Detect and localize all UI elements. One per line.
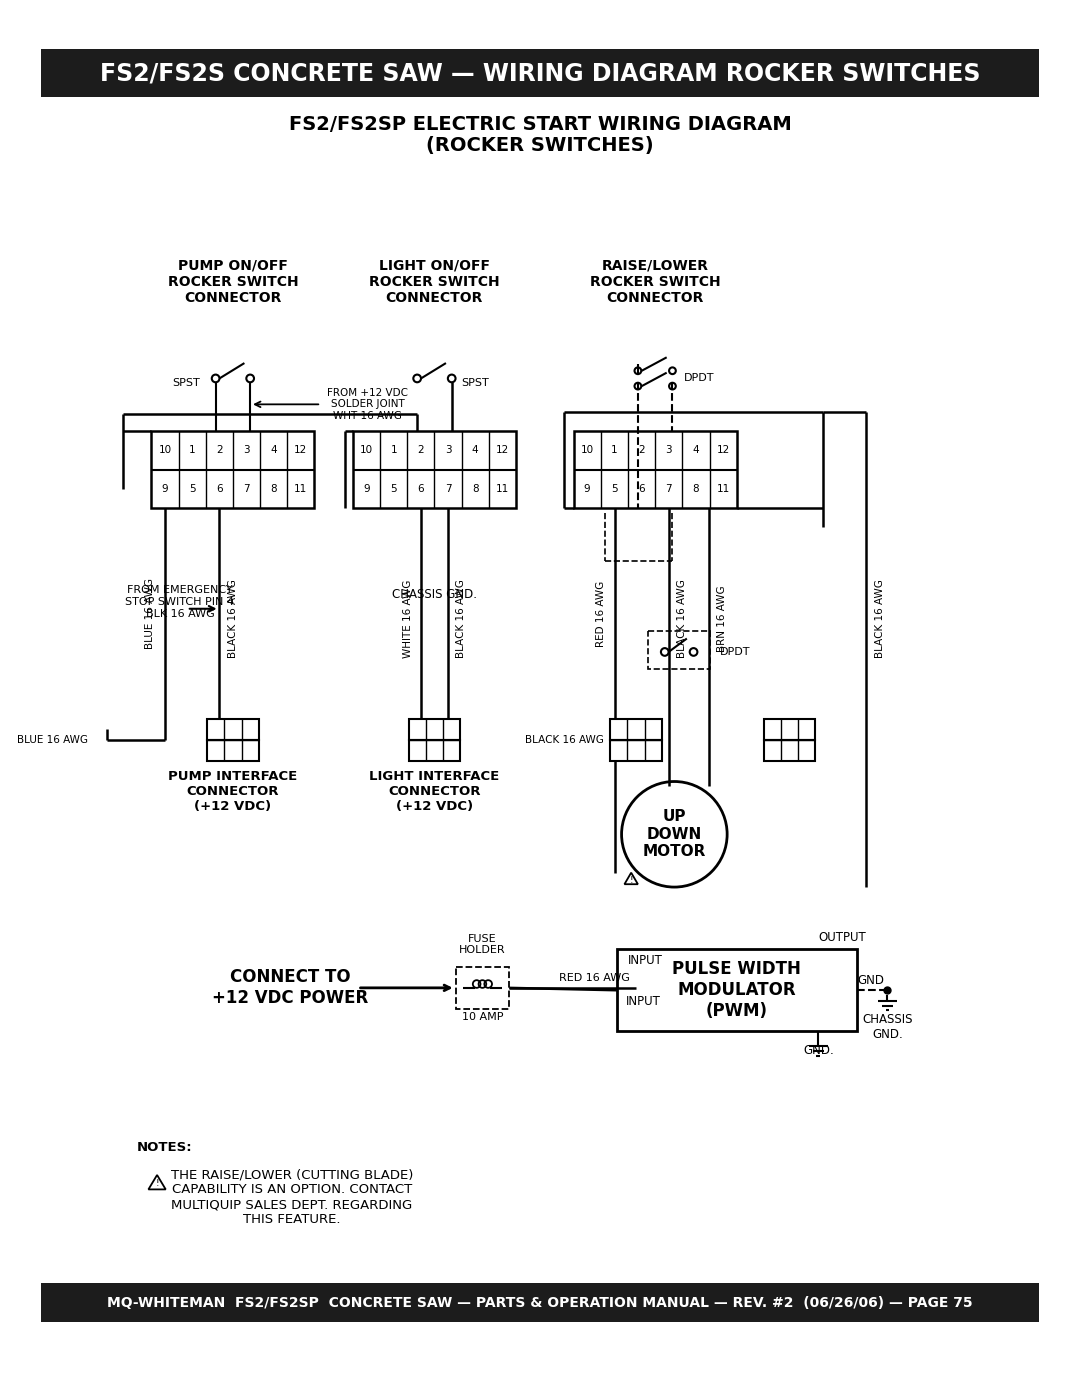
- Text: 4: 4: [270, 446, 276, 455]
- Text: 11: 11: [716, 483, 730, 493]
- Text: BLUE 16 AWG: BLUE 16 AWG: [146, 578, 156, 650]
- Text: PUMP ON/OFF
ROCKER SWITCH
CONNECTOR: PUMP ON/OFF ROCKER SWITCH CONNECTOR: [167, 258, 298, 305]
- Text: DPDT: DPDT: [719, 647, 750, 657]
- Bar: [408, 719, 460, 740]
- Bar: [617, 950, 856, 1031]
- Text: LIGHT ON/OFF
ROCKER SWITCH
CONNECTOR: LIGHT ON/OFF ROCKER SWITCH CONNECTOR: [369, 258, 500, 305]
- Text: 12: 12: [716, 446, 730, 455]
- Text: INPUT: INPUT: [629, 954, 663, 968]
- Text: BLACK 16 AWG: BLACK 16 AWG: [875, 578, 885, 658]
- Text: 11: 11: [496, 483, 509, 493]
- Text: SPST: SPST: [461, 379, 489, 388]
- Text: BLACK 16 AWG: BLACK 16 AWG: [228, 578, 238, 658]
- Text: 8: 8: [270, 483, 276, 493]
- Text: UP
DOWN
MOTOR: UP DOWN MOTOR: [643, 809, 706, 859]
- Text: 12: 12: [294, 446, 308, 455]
- Bar: [610, 740, 662, 761]
- Text: RED 16 AWG: RED 16 AWG: [559, 974, 630, 983]
- Text: 4: 4: [692, 446, 699, 455]
- Bar: [151, 432, 314, 509]
- Text: 7: 7: [243, 483, 249, 493]
- Text: SPST: SPST: [173, 379, 200, 388]
- Text: RAISE/LOWER
ROCKER SWITCH
CONNECTOR: RAISE/LOWER ROCKER SWITCH CONNECTOR: [590, 258, 720, 305]
- Text: 10: 10: [159, 446, 172, 455]
- Text: THE RAISE/LOWER (CUTTING BLADE)
CAPABILITY IS AN OPTION. CONTACT
MULTIQUIP SALES: THE RAISE/LOWER (CUTTING BLADE) CAPABILI…: [171, 1168, 413, 1227]
- Bar: [456, 967, 510, 1009]
- Bar: [648, 631, 710, 669]
- Text: BRN 16 AWG: BRN 16 AWG: [717, 585, 727, 651]
- Text: 9: 9: [584, 483, 591, 493]
- Text: FUSE
HOLDER: FUSE HOLDER: [459, 933, 505, 956]
- Text: 1: 1: [189, 446, 195, 455]
- Text: DPDT: DPDT: [684, 373, 715, 383]
- Bar: [408, 740, 460, 761]
- Bar: [764, 719, 815, 740]
- Text: CONNECT TO
+12 VDC POWER: CONNECT TO +12 VDC POWER: [213, 968, 368, 1007]
- Text: OUTPUT: OUTPUT: [819, 932, 866, 944]
- Text: 8: 8: [472, 483, 478, 493]
- Text: !: !: [156, 1179, 159, 1187]
- Text: 9: 9: [363, 483, 369, 493]
- Text: !: !: [630, 876, 633, 884]
- Text: 3: 3: [665, 446, 672, 455]
- Bar: [764, 740, 815, 761]
- Text: 6: 6: [638, 483, 645, 493]
- Text: 5: 5: [611, 483, 618, 493]
- Text: 2: 2: [638, 446, 645, 455]
- Bar: [573, 432, 737, 509]
- Bar: [41, 49, 1039, 98]
- Text: 8: 8: [692, 483, 699, 493]
- Text: 5: 5: [189, 483, 195, 493]
- Text: 1: 1: [390, 446, 397, 455]
- Text: BLACK 16 AWG: BLACK 16 AWG: [677, 578, 687, 658]
- Text: NOTES:: NOTES:: [137, 1141, 192, 1154]
- Text: 10: 10: [581, 446, 594, 455]
- Text: INPUT: INPUT: [626, 995, 661, 1009]
- Text: FROM +12 VDC
SOLDER JOINT
WHT 16 AWG: FROM +12 VDC SOLDER JOINT WHT 16 AWG: [327, 388, 408, 420]
- Text: CHASSIS
GND.: CHASSIS GND.: [862, 1013, 913, 1041]
- Text: (ROCKER SWITCHES): (ROCKER SWITCHES): [427, 136, 653, 155]
- Text: FS2/FS2SP ELECTRIC START WIRING DIAGRAM: FS2/FS2SP ELECTRIC START WIRING DIAGRAM: [288, 115, 792, 134]
- Text: BLACK 16 AWG: BLACK 16 AWG: [457, 578, 467, 658]
- Text: 7: 7: [445, 483, 451, 493]
- Bar: [41, 1284, 1039, 1322]
- Text: PULSE WIDTH
MODULATOR
(PWM): PULSE WIDTH MODULATOR (PWM): [673, 961, 801, 1020]
- Text: 3: 3: [243, 446, 249, 455]
- Text: 1: 1: [611, 446, 618, 455]
- Text: RED 16 AWG: RED 16 AWG: [596, 580, 607, 647]
- Text: 5: 5: [390, 483, 397, 493]
- Text: 10 AMP: 10 AMP: [461, 1011, 503, 1021]
- Text: BLUE 16 AWG: BLUE 16 AWG: [17, 735, 87, 745]
- Text: FROM EMERGENCY
STOP SWITCH PIN 4
BLK 16 AWG: FROM EMERGENCY STOP SWITCH PIN 4 BLK 16 …: [125, 585, 234, 619]
- Text: 3: 3: [445, 446, 451, 455]
- Text: 9: 9: [162, 483, 168, 493]
- Text: 6: 6: [216, 483, 222, 493]
- Text: LIGHT INTERFACE
CONNECTOR
(+12 VDC): LIGHT INTERFACE CONNECTOR (+12 VDC): [369, 770, 500, 813]
- Text: 7: 7: [665, 483, 672, 493]
- Text: 4: 4: [472, 446, 478, 455]
- Bar: [207, 740, 259, 761]
- Bar: [610, 719, 662, 740]
- Text: 2: 2: [418, 446, 424, 455]
- Bar: [207, 719, 259, 740]
- Text: GND: GND: [858, 974, 885, 988]
- Text: 11: 11: [294, 483, 308, 493]
- Text: WHITE 16 AWG: WHITE 16 AWG: [403, 580, 413, 658]
- Text: MQ-WHITEMAN  FS2/FS2SP  CONCRETE SAW — PARTS & OPERATION MANUAL — REV. #2  (06/2: MQ-WHITEMAN FS2/FS2SP CONCRETE SAW — PAR…: [107, 1295, 973, 1309]
- Text: 6: 6: [418, 483, 424, 493]
- Text: 12: 12: [496, 446, 509, 455]
- Text: GND.: GND.: [802, 1044, 834, 1056]
- Text: PUMP INTERFACE
CONNECTOR
(+12 VDC): PUMP INTERFACE CONNECTOR (+12 VDC): [168, 770, 297, 813]
- Text: BLACK 16 AWG: BLACK 16 AWG: [525, 735, 604, 745]
- Text: 2: 2: [216, 446, 222, 455]
- Bar: [353, 432, 516, 509]
- Text: FS2/FS2S CONCRETE SAW — WIRING DIAGRAM ROCKER SWITCHES: FS2/FS2S CONCRETE SAW — WIRING DIAGRAM R…: [99, 61, 981, 85]
- Text: CHASSIS GND.: CHASSIS GND.: [392, 588, 477, 601]
- Text: 10: 10: [360, 446, 373, 455]
